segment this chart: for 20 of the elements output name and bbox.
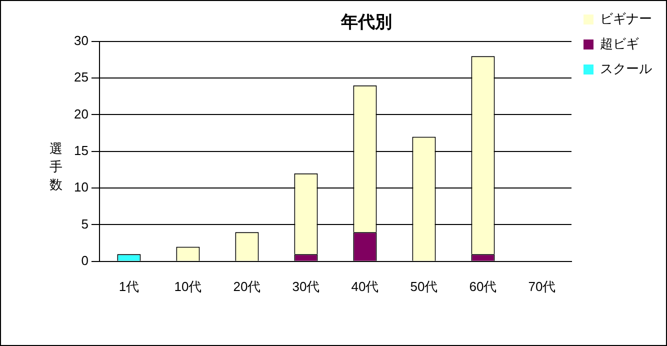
y-axis-title: 選手数 (49, 141, 63, 195)
legend-label: スクール (600, 62, 652, 77)
y-tick-label: 0 (81, 252, 88, 268)
x-tick-label: 30代 (292, 278, 320, 294)
legend-label: ビギナー (600, 12, 652, 27)
y-tick-label: 10 (74, 180, 88, 195)
x-tick-label: 20代 (233, 278, 261, 294)
x-tick-label: 70代 (528, 278, 556, 294)
x-tick-label: 50代 (410, 278, 438, 294)
legend-label: 超ビギ (600, 36, 639, 52)
x-tick-label: 1代 (118, 278, 140, 294)
x-tick-label: 60代 (469, 278, 497, 294)
y-tick-label: 25 (74, 70, 88, 85)
y-tick-label: 5 (81, 216, 88, 232)
x-tick-label: 40代 (351, 278, 379, 294)
y-tick-label: 15 (74, 142, 88, 158)
x-tick-label: 10代 (174, 278, 202, 294)
y-tick-label: 20 (74, 106, 88, 122)
chart-title: 年代別 (340, 12, 392, 33)
y-tick-label: 30 (74, 32, 88, 48)
